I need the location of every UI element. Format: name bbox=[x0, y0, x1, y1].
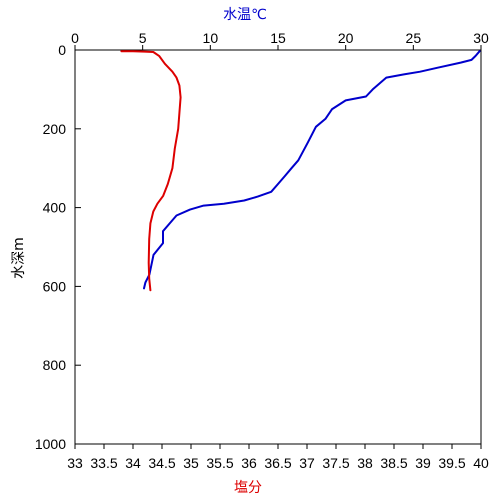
top-tick-label-0: 0 bbox=[71, 30, 79, 46]
bottom-tick-label-9: 37.5 bbox=[322, 455, 349, 471]
bottom-axis-title: 塩分 bbox=[234, 480, 262, 496]
bottom-tick-label-6: 36 bbox=[241, 455, 257, 471]
salinity-series-line bbox=[120, 50, 182, 292]
bottom-tick-label-4: 35 bbox=[183, 455, 199, 471]
y-axis-title: 水深m bbox=[11, 237, 27, 279]
top-tick-label-1: 5 bbox=[139, 30, 147, 46]
y-tick-label-3: 600 bbox=[43, 278, 67, 294]
bottom-tick-label-3: 34.5 bbox=[148, 455, 175, 471]
bottom-tick-label-12: 39 bbox=[415, 455, 431, 471]
series-layer bbox=[120, 50, 481, 292]
y-tick-label-4: 800 bbox=[43, 357, 67, 373]
bottom-tick-label-5: 35.5 bbox=[206, 455, 233, 471]
top-axis-title: 水温℃ bbox=[223, 7, 267, 23]
top-tick-label-6: 30 bbox=[473, 30, 489, 46]
bottom-tick-label-11: 38.5 bbox=[380, 455, 407, 471]
axes: 0 200 400 600 800 1000 0 5 10 15 20 25 30 33 33.5 34 34.… bbox=[35, 30, 489, 471]
top-tick-label-3: 15 bbox=[270, 30, 286, 46]
bottom-tick-label-0: 33 bbox=[67, 455, 83, 471]
y-tick-label-0: 0 bbox=[58, 42, 66, 58]
bottom-tick-label-1: 33.5 bbox=[90, 455, 117, 471]
bottom-tick-label-13: 39.5 bbox=[438, 455, 465, 471]
y-tick-label-5: 1000 bbox=[35, 436, 66, 452]
top-tick-label-2: 10 bbox=[203, 30, 219, 46]
bottom-tick-label-14: 40 bbox=[473, 455, 489, 471]
y-tick-label-1: 200 bbox=[43, 121, 67, 137]
plot-frame bbox=[74, 49, 482, 445]
bottom-tick-label-10: 38 bbox=[357, 455, 373, 471]
y-tick-label-2: 400 bbox=[43, 200, 67, 216]
bottom-tick-label-7: 36.5 bbox=[264, 455, 291, 471]
temperature-series-line bbox=[143, 50, 481, 290]
bottom-tick-label-8: 37 bbox=[299, 455, 315, 471]
top-tick-label-5: 25 bbox=[406, 30, 422, 46]
bottom-tick-label-2: 34 bbox=[125, 455, 141, 471]
top-tick-label-4: 20 bbox=[338, 30, 354, 46]
